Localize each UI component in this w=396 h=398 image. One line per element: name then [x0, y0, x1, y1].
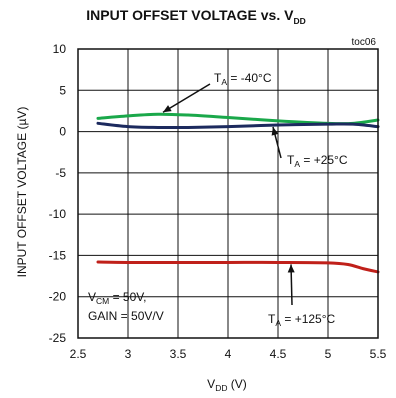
- y-tick-label: -25: [49, 331, 67, 345]
- figure-id: toc06: [352, 37, 377, 48]
- plot-frame: [77, 48, 379, 339]
- condition-vcm: VCM = 50V,: [88, 290, 147, 306]
- y-tick-label: -20: [49, 290, 67, 304]
- x-tick-label: 3: [125, 347, 132, 361]
- chart-title-main: INPUT OFFSET VOLTAGE vs. V: [86, 7, 294, 23]
- series-line-3: [96, 260, 380, 274]
- y-tick-label: -15: [49, 248, 67, 262]
- annotation-plus125-arrow-head: [287, 264, 295, 273]
- annotation-plus25: TA = +25°C: [287, 153, 348, 169]
- annotations: TA = -40°C TA = +25°C TA = +125°C VCM = 50V…: [88, 71, 348, 328]
- series-group: [96, 112, 380, 274]
- annotation-minus40-arrow-shaft: [162, 83, 211, 113]
- grid-lines: [78, 49, 378, 338]
- chart-title: INPUT OFFSET VOLTAGE vs. VDD: [86, 7, 305, 26]
- series-line-1: [96, 112, 380, 126]
- x-axis-label-main: V: [207, 377, 215, 391]
- x-tick-label: 4.5: [270, 347, 287, 361]
- annotation-plus125: TA = +125°C: [268, 312, 336, 328]
- tick-labels: 2.5 3 3.5 4 4.5 5 5.5 10 5 0 -5 -10 -15 -20 -25: [49, 42, 387, 361]
- x-axis-label-sub: DD: [215, 383, 227, 393]
- x-axis-label: VDD (V): [207, 377, 247, 393]
- x-tick-label: 5.5: [370, 347, 387, 361]
- annotation-minus40-arrow-head: [163, 105, 172, 113]
- x-tick-label: 3.5: [170, 347, 187, 361]
- chart-title-sub: DD: [293, 16, 305, 26]
- x-tick-label: 2.5: [70, 347, 87, 361]
- y-tick-label: -5: [55, 166, 66, 180]
- x-tick-label: 5: [325, 347, 332, 361]
- y-axis-label: INPUT OFFSET VOLTAGE (µV): [15, 107, 29, 278]
- y-tick-label: 5: [59, 83, 66, 97]
- y-tick-label: 10: [53, 42, 67, 56]
- x-tick-label: 4: [225, 347, 232, 361]
- condition-gain: GAIN = 50V/V: [88, 309, 164, 323]
- annotation-plus25-arrow-head: [271, 126, 279, 136]
- y-tick-label: -10: [49, 207, 67, 221]
- y-tick-label: 0: [59, 125, 66, 139]
- annotation-minus40: TA = -40°C: [214, 71, 272, 87]
- series-line-2: [96, 121, 380, 130]
- plot-border: [77, 48, 379, 339]
- x-axis-label-unit: (V): [227, 377, 246, 391]
